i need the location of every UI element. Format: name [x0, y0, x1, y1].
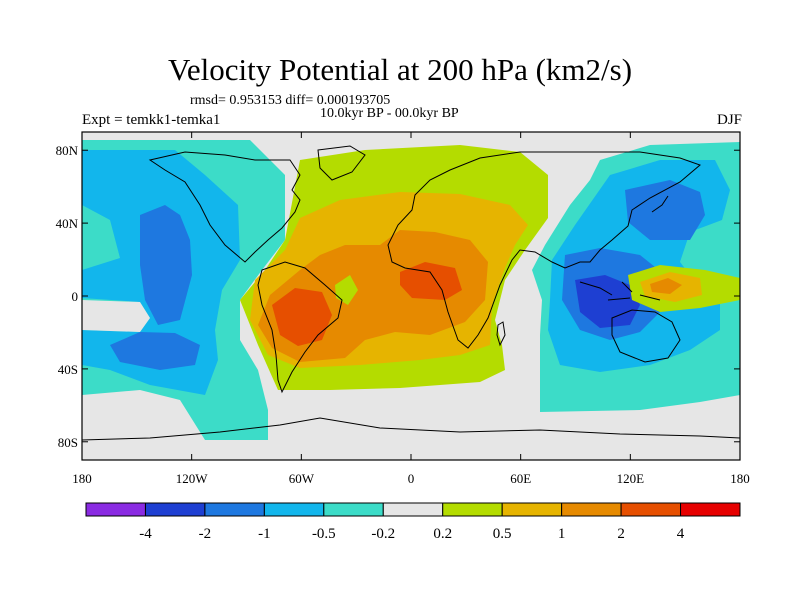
maritime-islands-coast	[579, 281, 661, 301]
colorbar-label: -0.5	[312, 526, 336, 542]
period-subtitle: 10.0kyr BP - 00.0kyr BP	[320, 106, 459, 121]
colorbar-swatch	[382, 502, 444, 517]
colorbar-label: 2	[617, 526, 625, 542]
colorbar-label: 0.5	[493, 526, 512, 542]
season-label: DJF	[716, 112, 742, 128]
colorbar-label: -2	[199, 526, 212, 542]
colorbar-swatch	[561, 502, 622, 517]
eurasia-africa-coast	[387, 151, 701, 349]
y-tick-label: 80S	[58, 435, 78, 450]
colorbar-swatch	[204, 502, 265, 517]
y-tick-label: 40S	[58, 362, 78, 377]
colorbar-swatch	[144, 502, 206, 517]
x-tick-label: 60W	[289, 471, 315, 486]
amazon-maximum	[272, 288, 332, 346]
dateline-light-notch	[82, 300, 150, 332]
stats-label: rmsd= 0.953153 diff= 0.000193705	[190, 93, 391, 108]
atlantic-yellow-notch	[335, 275, 358, 305]
x-tick-label: 180	[730, 471, 750, 486]
experiment-label: Expt = temkk1-temka1	[82, 112, 221, 128]
y-tick-label: 40N	[56, 216, 79, 231]
colorbar-swatch	[620, 502, 682, 517]
colorbar-swatch	[501, 502, 563, 517]
y-tick-label: 0	[72, 289, 79, 304]
central-pacific-minimum	[140, 205, 192, 325]
coastlines	[82, 145, 740, 441]
greenland-coast	[317, 145, 366, 181]
japan-coast	[651, 195, 669, 213]
antarctica-coast	[82, 417, 740, 441]
contour-field	[82, 132, 740, 460]
colorbar-swatch	[680, 502, 741, 517]
west-pacific-positive-core	[650, 278, 682, 294]
australia-coast	[611, 309, 681, 363]
chart-title: Velocity Potential at 200 hPa (km2/s)	[167, 52, 633, 87]
colorbar-swatch	[263, 502, 325, 517]
x-tick-label: 180	[72, 471, 92, 486]
colorbar-label: 1	[558, 526, 566, 542]
x-tick-label: 120W	[176, 471, 209, 486]
axis-ticks: 180 120W 60W 0 60E 120E 180 80N 40N 0 40S 80S	[56, 132, 750, 486]
south-america-coast	[257, 261, 343, 394]
colorbar-label: -4	[139, 526, 152, 542]
colorbar-label: 0.2	[433, 526, 452, 542]
east-asia-minimum	[625, 180, 705, 240]
madagascar-coast	[496, 321, 506, 347]
colorbar-swatch	[323, 502, 384, 517]
colorbar-swatch	[85, 502, 146, 517]
south-pacific-minimum	[110, 332, 200, 370]
x-tick-label: 0	[408, 471, 415, 486]
north-america-coast	[148, 151, 301, 263]
y-tick-label: 80N	[56, 143, 79, 158]
colorbar-label: -1	[258, 526, 271, 542]
colorbar-label: 4	[677, 526, 685, 542]
x-tick-label: 120E	[617, 471, 645, 486]
colorbar: -4 -2 -1 -0.5 -0.2 0.2 0.5 1 2 4	[85, 502, 741, 542]
colorbar-label: -0.2	[371, 526, 395, 542]
north-africa-maximum	[400, 262, 462, 300]
colorbar-swatch	[442, 502, 503, 517]
x-tick-label: 60E	[510, 471, 531, 486]
maritime-continent-minimum	[575, 275, 640, 328]
